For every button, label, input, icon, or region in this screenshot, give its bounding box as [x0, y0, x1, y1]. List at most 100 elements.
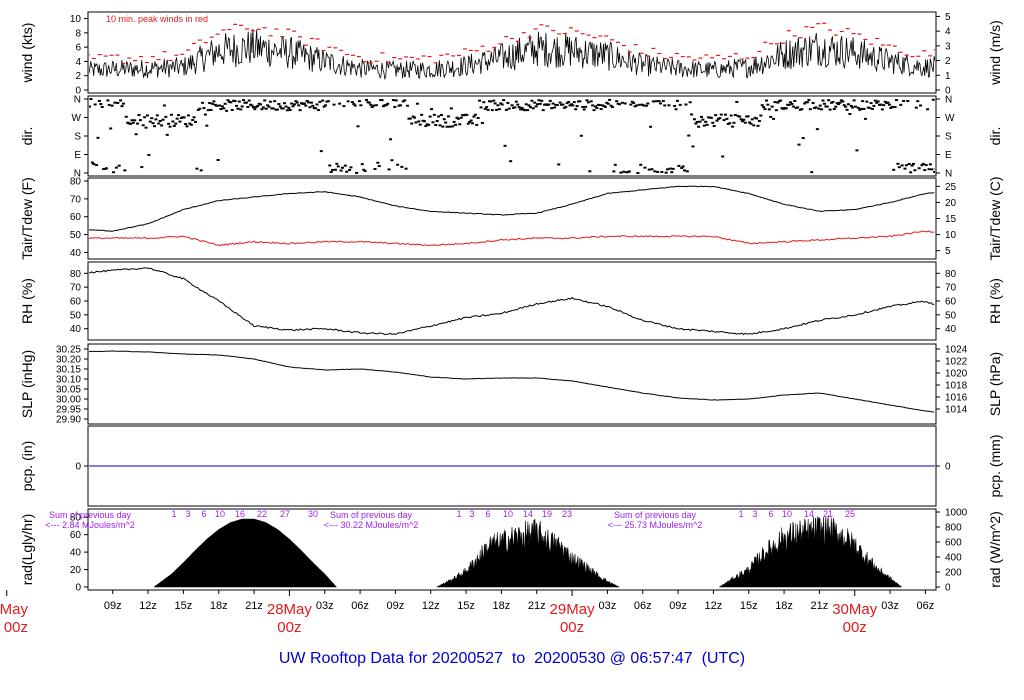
direction-mark	[353, 104, 357, 107]
direction-mark	[165, 133, 169, 136]
direction-mark	[591, 104, 595, 107]
direction-mark	[699, 115, 703, 118]
direction-mark	[805, 101, 809, 104]
direction-mark	[856, 106, 860, 109]
left-axis-label: rad(Lgly/hr)	[19, 514, 35, 586]
direction-mark	[482, 101, 486, 104]
direction-mark	[408, 117, 412, 120]
direction-mark	[112, 171, 116, 174]
direction-mark	[479, 106, 483, 109]
direction-mark	[667, 104, 671, 107]
direction-mark	[113, 101, 117, 104]
direction-mark	[531, 107, 535, 110]
direction-mark	[455, 116, 459, 119]
x-tick-label: 21z	[811, 600, 829, 612]
direction-mark	[445, 125, 449, 128]
series-line-0	[89, 350, 935, 413]
direction-mark	[769, 115, 773, 118]
direction-mark	[540, 99, 544, 102]
x-tick-label: 18z	[210, 600, 228, 612]
radiation-day-area	[436, 518, 621, 588]
x-tick-label: 15z	[175, 600, 193, 612]
day-label-time: 00z	[4, 619, 28, 636]
direction-mark	[340, 166, 344, 169]
direction-mark	[678, 103, 682, 106]
direction-mark	[750, 118, 754, 121]
direction-mark	[220, 105, 224, 108]
panel-solar-radiation: rad(Lgly/hr) rad (W/m^2)02040608002004006…	[19, 508, 1003, 594]
direction-mark	[90, 161, 94, 164]
direction-mark	[218, 104, 222, 107]
direction-mark	[920, 164, 924, 167]
right-tick-label: 3	[945, 41, 951, 52]
direction-mark	[811, 102, 815, 105]
direction-mark	[872, 104, 876, 107]
direction-mark	[456, 117, 460, 120]
direction-mark	[779, 99, 783, 102]
direction-mark	[390, 159, 394, 162]
direction-mark	[478, 99, 482, 102]
direction-mark	[496, 104, 500, 107]
direction-mark	[869, 102, 873, 105]
direction-mark	[919, 104, 923, 107]
direction-mark	[506, 101, 510, 104]
hour-mark-label: 6	[485, 509, 490, 519]
direction-mark	[575, 105, 579, 108]
direction-mark	[339, 169, 343, 172]
direction-mark	[721, 155, 725, 158]
direction-mark	[810, 171, 814, 174]
direction-mark	[646, 102, 650, 105]
direction-mark	[206, 109, 210, 112]
direction-mark	[766, 103, 770, 106]
hour-mark-label: 1	[456, 509, 461, 519]
direction-mark	[526, 109, 530, 112]
direction-mark	[630, 100, 634, 103]
insolation-label: Sum of previous day	[614, 510, 697, 520]
direction-mark	[702, 124, 706, 127]
direction-mark	[215, 104, 219, 107]
direction-mark	[801, 137, 805, 140]
direction-mark	[692, 118, 696, 121]
direction-mark	[897, 166, 901, 169]
direction-mark	[380, 99, 384, 102]
left-tick-label: 4	[75, 57, 81, 68]
x-tick-label: 03z	[599, 600, 617, 612]
direction-mark	[593, 105, 597, 108]
hour-mark-label: 3	[185, 509, 190, 519]
right-tick-label: N	[945, 95, 952, 106]
direction-mark	[733, 113, 737, 116]
direction-mark	[749, 122, 753, 125]
direction-mark	[787, 103, 791, 106]
direction-mark	[104, 167, 108, 170]
direction-mark	[414, 121, 418, 124]
direction-mark	[803, 102, 807, 105]
direction-mark	[632, 101, 636, 104]
right-tick-label: 800	[945, 523, 962, 534]
direction-mark	[475, 123, 479, 126]
direction-mark	[688, 101, 692, 104]
hour-mark-label: 3	[469, 509, 474, 519]
direction-mark	[209, 108, 213, 111]
direction-mark	[434, 124, 438, 127]
direction-mark	[216, 159, 220, 162]
left-tick-label: N	[74, 95, 81, 106]
direction-mark	[516, 103, 520, 106]
panel-frame	[87, 177, 937, 260]
left-tick-label: S	[74, 132, 81, 143]
direction-mark	[584, 105, 588, 108]
direction-mark	[281, 107, 285, 110]
direction-mark	[186, 114, 190, 117]
direction-mark	[415, 102, 419, 105]
direction-mark	[684, 103, 688, 106]
direction-mark	[651, 100, 655, 103]
direction-mark	[685, 170, 689, 173]
series-line-0	[89, 267, 935, 336]
direction-mark	[832, 108, 836, 111]
direction-mark	[283, 102, 287, 105]
direction-mark	[647, 168, 651, 171]
direction-mark	[237, 100, 241, 103]
left-tick-label: 0	[75, 583, 81, 594]
direction-mark	[610, 106, 614, 109]
direction-mark	[690, 113, 694, 116]
direction-mark	[910, 164, 914, 167]
